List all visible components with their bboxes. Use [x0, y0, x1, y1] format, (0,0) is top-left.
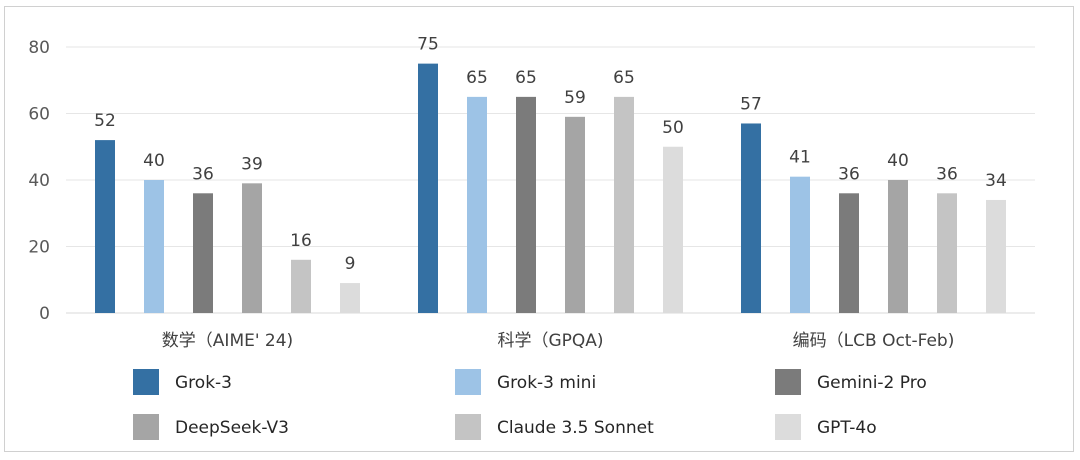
data-label: 40 [887, 151, 909, 171]
bar [937, 193, 957, 313]
data-label: 59 [564, 88, 586, 108]
x-category-label: 数学（AIME' 24) [162, 331, 293, 351]
legend-swatch [455, 414, 481, 440]
legend-label: DeepSeek-V3 [175, 418, 289, 438]
data-label: 52 [94, 111, 116, 131]
data-label: 39 [241, 154, 263, 174]
x-category-label: 科学（GPQA) [497, 331, 603, 351]
bar [790, 176, 810, 313]
bar [340, 283, 360, 313]
data-label: 65 [613, 68, 635, 88]
bar [291, 259, 311, 313]
bar [467, 96, 487, 313]
x-category-label: 编码（LCB Oct-Feb) [793, 331, 955, 351]
legend-label: Gemini-2 Pro [817, 373, 927, 393]
legend-label: GPT-4o [817, 418, 877, 438]
y-tick-label: 0 [39, 304, 50, 324]
bar [888, 180, 908, 313]
legend-label: Grok-3 mini [497, 373, 596, 393]
data-label: 65 [515, 68, 537, 88]
legend-label: Claude 3.5 Sonnet [497, 418, 654, 438]
legend-swatch [133, 369, 159, 395]
bar [741, 123, 761, 313]
data-label: 41 [789, 148, 811, 168]
data-label: 36 [192, 164, 214, 184]
legend-swatch [775, 369, 801, 395]
legend-swatch [455, 369, 481, 395]
data-label: 57 [740, 94, 762, 114]
bar [95, 140, 115, 313]
y-tick-label: 80 [28, 38, 50, 58]
legend-swatch [133, 414, 159, 440]
bar [986, 199, 1006, 313]
data-label: 40 [143, 151, 165, 171]
data-label: 36 [936, 164, 958, 184]
bar [565, 116, 585, 313]
bar [242, 183, 262, 313]
legend-swatch [775, 414, 801, 440]
bar [193, 193, 213, 313]
y-tick-label: 60 [28, 105, 50, 125]
data-label: 50 [662, 118, 684, 138]
y-tick-label: 20 [28, 238, 50, 258]
data-label: 65 [466, 68, 488, 88]
bar [663, 146, 683, 313]
legend-label: Grok-3 [175, 373, 232, 393]
data-label: 75 [417, 35, 439, 55]
bar [839, 193, 859, 313]
data-label: 16 [290, 231, 312, 251]
y-tick-label: 40 [28, 171, 50, 191]
data-label: 36 [838, 164, 860, 184]
bar [614, 96, 634, 313]
bar [516, 96, 536, 313]
data-label: 34 [985, 171, 1007, 191]
bar [144, 180, 164, 313]
bar [418, 63, 438, 313]
data-label: 9 [345, 254, 356, 274]
